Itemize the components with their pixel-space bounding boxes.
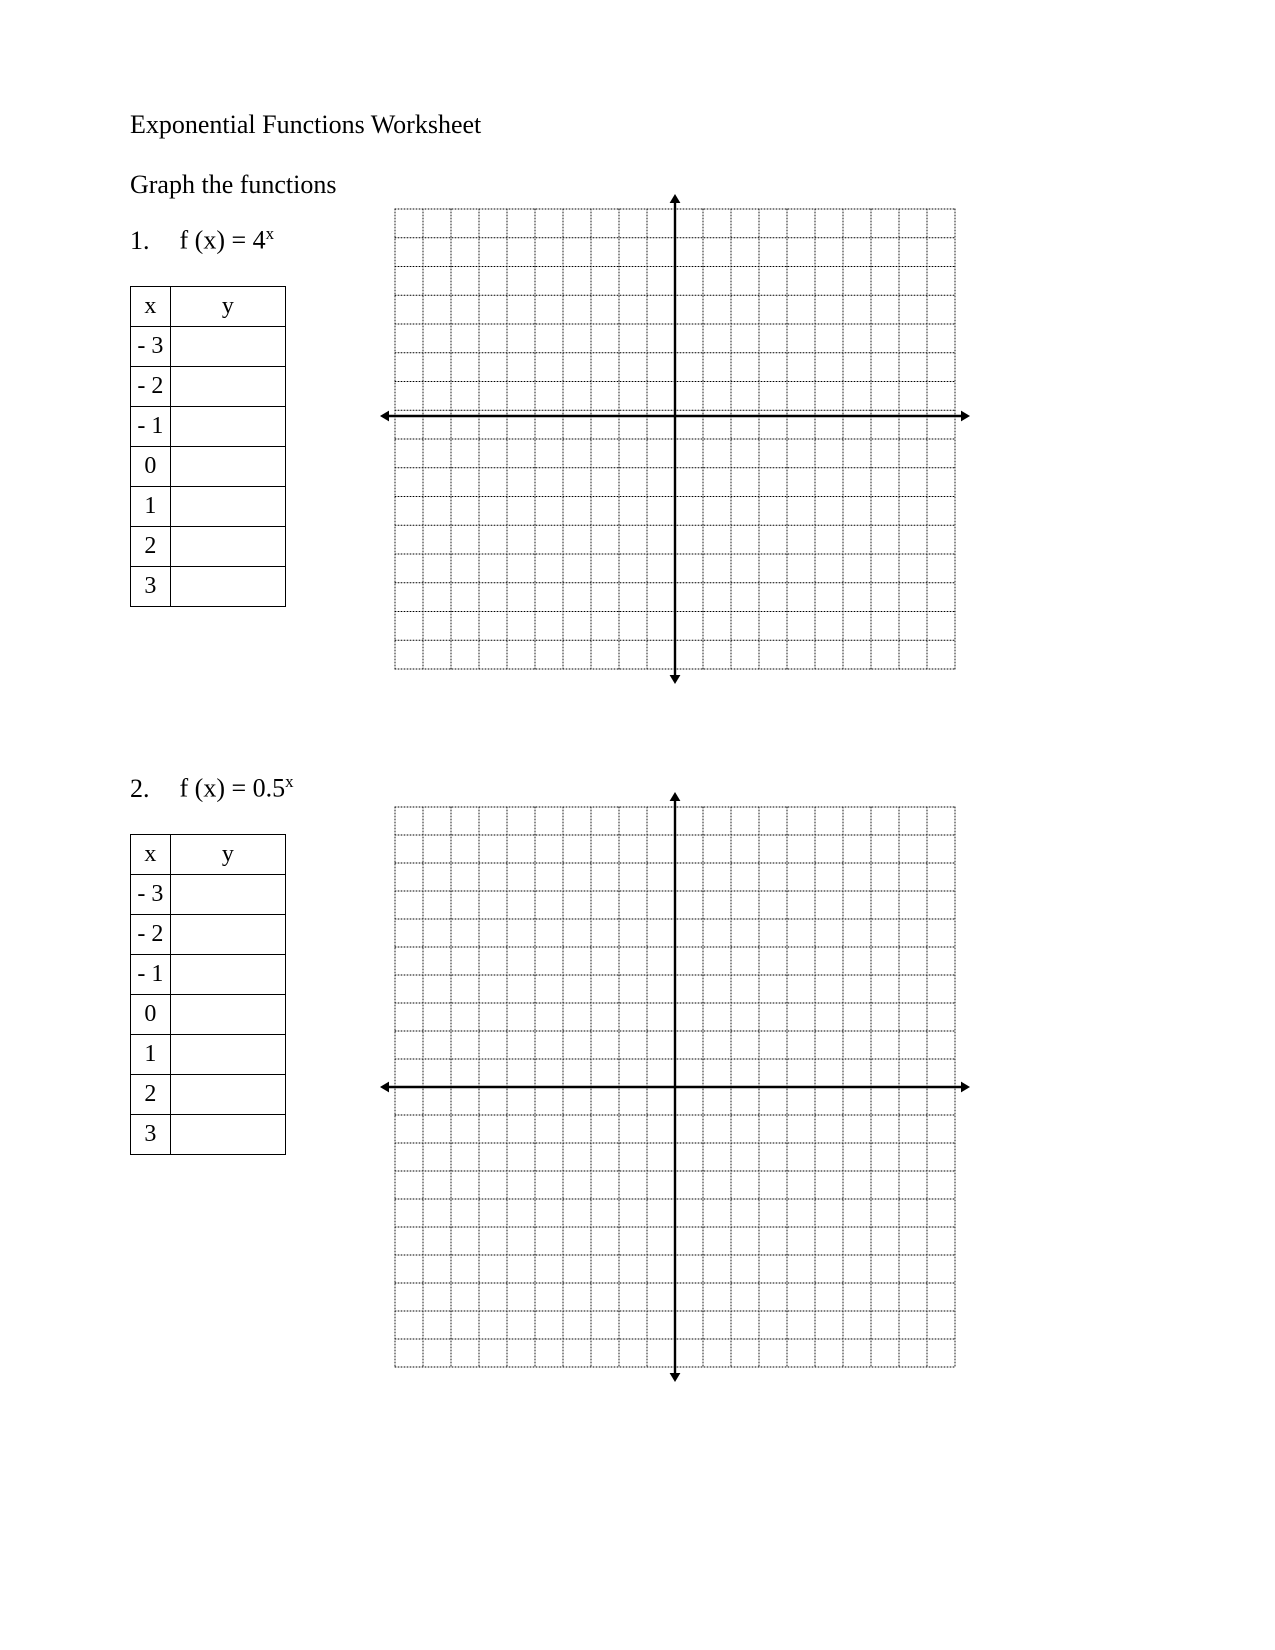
function-exponent: x xyxy=(266,224,274,243)
table-row: 2 xyxy=(131,1074,286,1114)
grid-container xyxy=(380,792,970,1387)
y-cell xyxy=(170,406,285,446)
x-cell: 3 xyxy=(131,1114,171,1154)
y-cell xyxy=(170,1114,285,1154)
x-cell: - 1 xyxy=(131,406,171,446)
x-cell: - 2 xyxy=(131,366,171,406)
y-cell xyxy=(170,874,285,914)
problem-block: 2.f (x) = 0.5xxy- 3- 2- 10123 xyxy=(130,772,1145,1422)
table-row: - 2 xyxy=(131,366,286,406)
table-row: 0 xyxy=(131,994,286,1034)
y-cell xyxy=(170,914,285,954)
y-cell xyxy=(170,566,285,606)
y-cell xyxy=(170,486,285,526)
x-cell: 2 xyxy=(131,1074,171,1114)
table-row: - 2 xyxy=(131,914,286,954)
x-cell: 0 xyxy=(131,446,171,486)
y-cell xyxy=(170,954,285,994)
table-row: 3 xyxy=(131,1114,286,1154)
x-cell: 1 xyxy=(131,1034,171,1074)
coordinate-grid xyxy=(380,792,970,1382)
table-header: y xyxy=(170,286,285,326)
x-cell: 2 xyxy=(131,526,171,566)
coordinate-grid xyxy=(380,194,970,684)
function-base: f (x) = 4 xyxy=(180,226,266,255)
function-exponent: x xyxy=(285,772,293,791)
y-cell xyxy=(170,366,285,406)
y-cell xyxy=(170,446,285,486)
x-cell: - 1 xyxy=(131,954,171,994)
x-cell: - 3 xyxy=(131,874,171,914)
function-expression: f (x) = 4x xyxy=(180,224,275,256)
x-cell: 0 xyxy=(131,994,171,1034)
table-row: - 3 xyxy=(131,326,286,366)
function-base: f (x) = 0.5 xyxy=(180,774,286,803)
y-cell xyxy=(170,526,285,566)
table-row: 3 xyxy=(131,566,286,606)
table-row: 0 xyxy=(131,446,286,486)
function-expression: f (x) = 0.5x xyxy=(180,772,294,804)
table-row: - 3 xyxy=(131,874,286,914)
y-cell xyxy=(170,1074,285,1114)
table-header: x xyxy=(131,834,171,874)
table-row: 1 xyxy=(131,486,286,526)
x-cell: - 3 xyxy=(131,326,171,366)
table-row: - 1 xyxy=(131,954,286,994)
table-row: 2 xyxy=(131,526,286,566)
table-row: - 1 xyxy=(131,406,286,446)
problem-block: 1.f (x) = 4xxy- 3- 2- 10123 xyxy=(130,224,1145,724)
x-cell: 3 xyxy=(131,566,171,606)
grid-container xyxy=(380,194,970,689)
xy-table: xy- 3- 2- 10123 xyxy=(130,834,286,1155)
y-cell xyxy=(170,1034,285,1074)
table-header: y xyxy=(170,834,285,874)
y-cell xyxy=(170,326,285,366)
table-header: x xyxy=(131,286,171,326)
x-cell: - 2 xyxy=(131,914,171,954)
problem-number: 2. xyxy=(130,774,150,804)
y-cell xyxy=(170,994,285,1034)
xy-table: xy- 3- 2- 10123 xyxy=(130,286,286,607)
page-title: Exponential Functions Worksheet xyxy=(130,110,1145,140)
table-row: 1 xyxy=(131,1034,286,1074)
x-cell: 1 xyxy=(131,486,171,526)
problem-number: 1. xyxy=(130,226,150,256)
